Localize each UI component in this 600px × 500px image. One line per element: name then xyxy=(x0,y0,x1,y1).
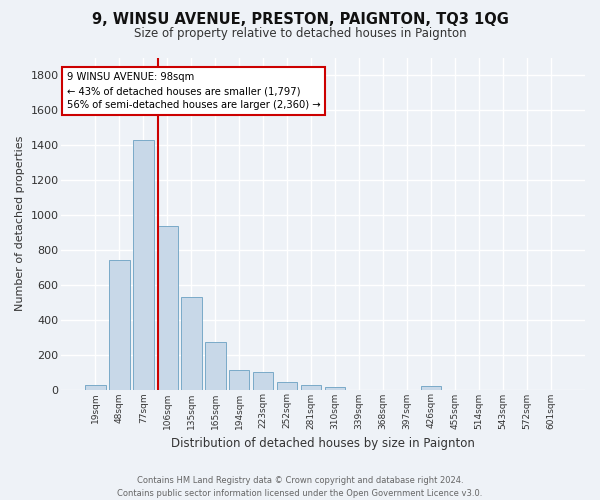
Text: Contains HM Land Registry data © Crown copyright and database right 2024.
Contai: Contains HM Land Registry data © Crown c… xyxy=(118,476,482,498)
Text: 9 WINSU AVENUE: 98sqm
← 43% of detached houses are smaller (1,797)
56% of semi-d: 9 WINSU AVENUE: 98sqm ← 43% of detached … xyxy=(67,72,320,110)
Bar xyxy=(133,140,154,390)
Bar xyxy=(109,260,130,390)
Text: Size of property relative to detached houses in Paignton: Size of property relative to detached ho… xyxy=(134,28,466,40)
Bar xyxy=(205,342,226,390)
Bar xyxy=(157,226,178,390)
Bar xyxy=(253,372,274,390)
Text: 9, WINSU AVENUE, PRESTON, PAIGNTON, TQ3 1QG: 9, WINSU AVENUE, PRESTON, PAIGNTON, TQ3 … xyxy=(92,12,508,28)
Bar xyxy=(229,370,250,390)
Bar xyxy=(85,385,106,390)
Bar xyxy=(325,387,346,390)
Bar xyxy=(277,382,298,390)
X-axis label: Distribution of detached houses by size in Paignton: Distribution of detached houses by size … xyxy=(171,437,475,450)
Y-axis label: Number of detached properties: Number of detached properties xyxy=(15,136,25,311)
Bar xyxy=(301,385,322,390)
Bar xyxy=(181,297,202,390)
Bar xyxy=(421,386,442,390)
